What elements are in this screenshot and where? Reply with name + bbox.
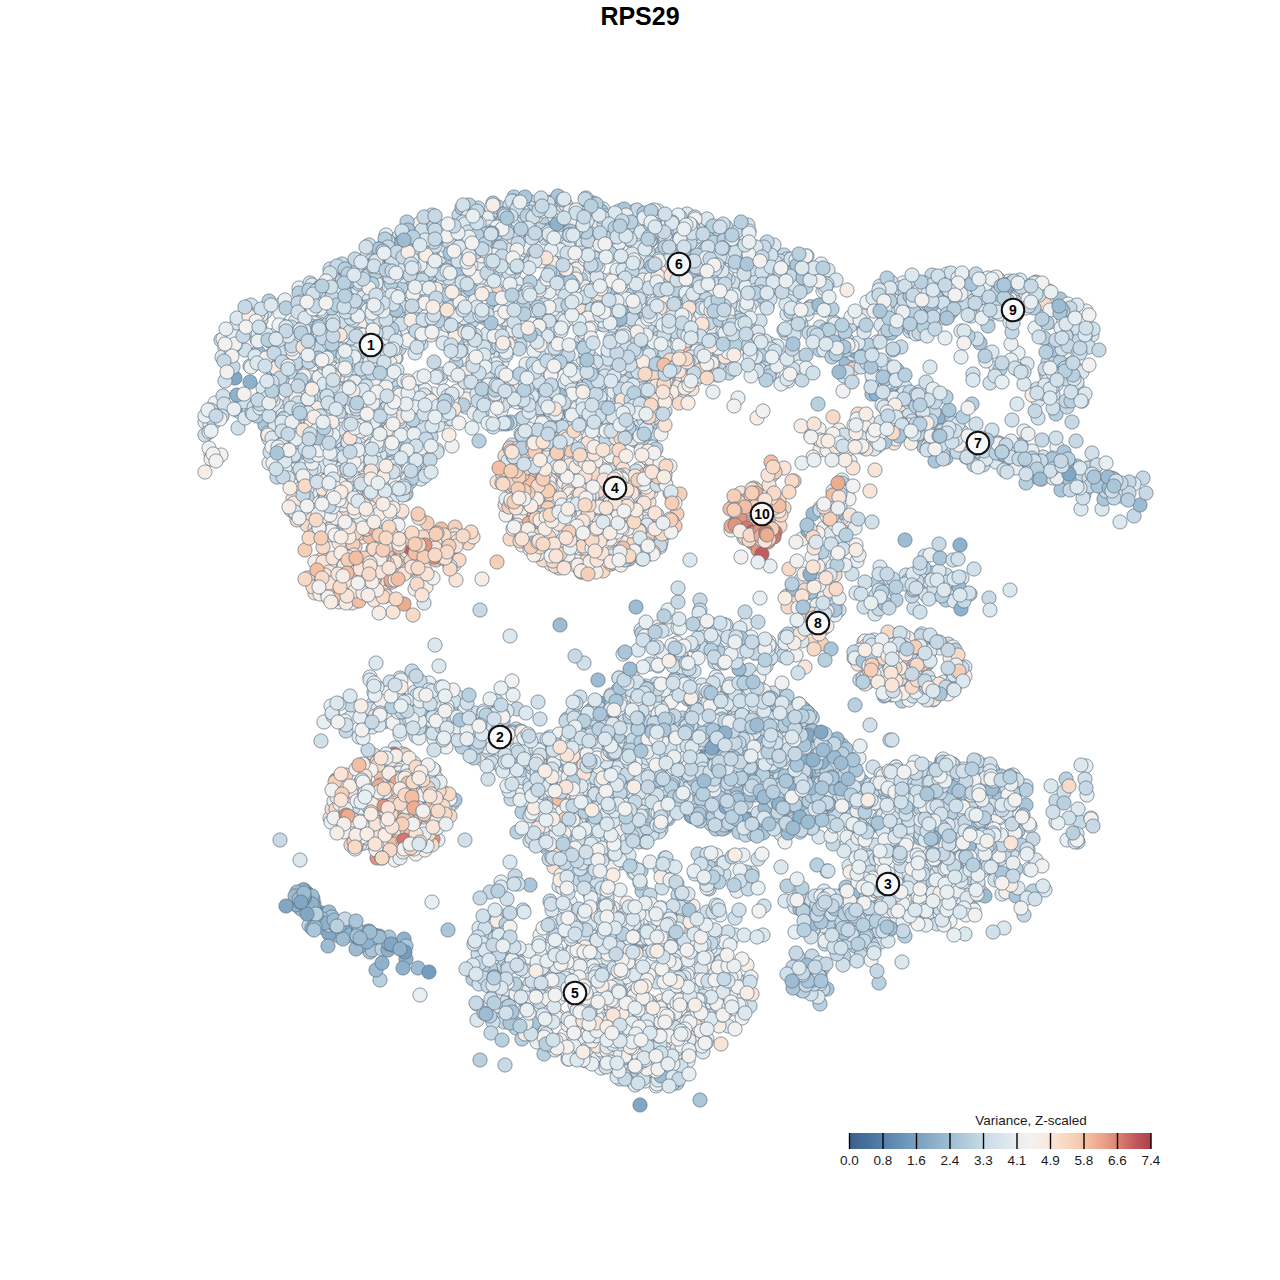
svg-text:5.8: 5.8 bbox=[1075, 1153, 1094, 1168]
svg-text:6.6: 6.6 bbox=[1108, 1153, 1127, 1168]
svg-text:9: 9 bbox=[1009, 302, 1017, 318]
svg-text:2: 2 bbox=[496, 729, 504, 745]
svg-text:7: 7 bbox=[974, 435, 982, 451]
svg-text:3.3: 3.3 bbox=[974, 1153, 993, 1168]
svg-text:1: 1 bbox=[367, 337, 375, 353]
svg-text:4.9: 4.9 bbox=[1041, 1153, 1060, 1168]
svg-text:4: 4 bbox=[611, 480, 619, 496]
svg-text:5: 5 bbox=[571, 985, 579, 1001]
svg-text:2.4: 2.4 bbox=[941, 1153, 960, 1168]
svg-text:7.4: 7.4 bbox=[1142, 1153, 1161, 1168]
svg-text:0.8: 0.8 bbox=[874, 1153, 893, 1168]
svg-text:1.6: 1.6 bbox=[907, 1153, 926, 1168]
svg-text:8: 8 bbox=[814, 615, 822, 631]
svg-text:10: 10 bbox=[754, 506, 770, 522]
svg-text:Variance, Z-scaled: Variance, Z-scaled bbox=[975, 1113, 1087, 1128]
svg-text:6: 6 bbox=[675, 256, 683, 272]
svg-text:3: 3 bbox=[884, 876, 892, 892]
svg-text:RPS29: RPS29 bbox=[600, 2, 679, 30]
svg-text:0.0: 0.0 bbox=[840, 1153, 859, 1168]
svg-text:4.1: 4.1 bbox=[1008, 1153, 1027, 1168]
